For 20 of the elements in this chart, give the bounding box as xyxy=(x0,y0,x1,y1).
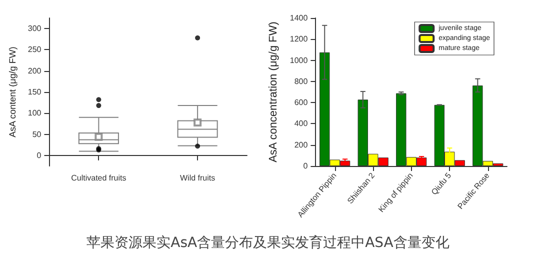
y-tick-label: 800 xyxy=(294,76,308,86)
y-tick-label: 1200 xyxy=(290,34,308,44)
y-tick-label: 50 xyxy=(32,130,42,139)
y-tick-label: 300 xyxy=(28,24,42,34)
y-tick-label: 400 xyxy=(294,119,308,128)
y-tick-label: 600 xyxy=(294,98,308,108)
x-tick-label: Cultivated fruits xyxy=(71,174,126,182)
text: 苹果资源果实AsA含量分布及果实发育过程中ASA含量变化 xyxy=(86,234,450,252)
y-axis-title: AsA concentration (μg/g FW) xyxy=(268,22,280,162)
y-axis-title: AsA content (μg/g FW) xyxy=(8,46,18,138)
y-tick-label: 250 xyxy=(28,45,42,54)
y-tick-label: 1400 xyxy=(290,14,308,22)
y-tick-label: 150 xyxy=(28,88,42,96)
y-tick-label: 0 xyxy=(36,150,42,160)
y-tick-label: 200 xyxy=(294,140,308,150)
y-tick-label: 100 xyxy=(28,108,42,118)
x-tick-label: Wild fruits xyxy=(180,174,216,182)
y-tick-label: 200 xyxy=(28,66,42,76)
y-tick-label: 1000 xyxy=(290,56,308,65)
y-tick-label: 0 xyxy=(303,162,308,170)
